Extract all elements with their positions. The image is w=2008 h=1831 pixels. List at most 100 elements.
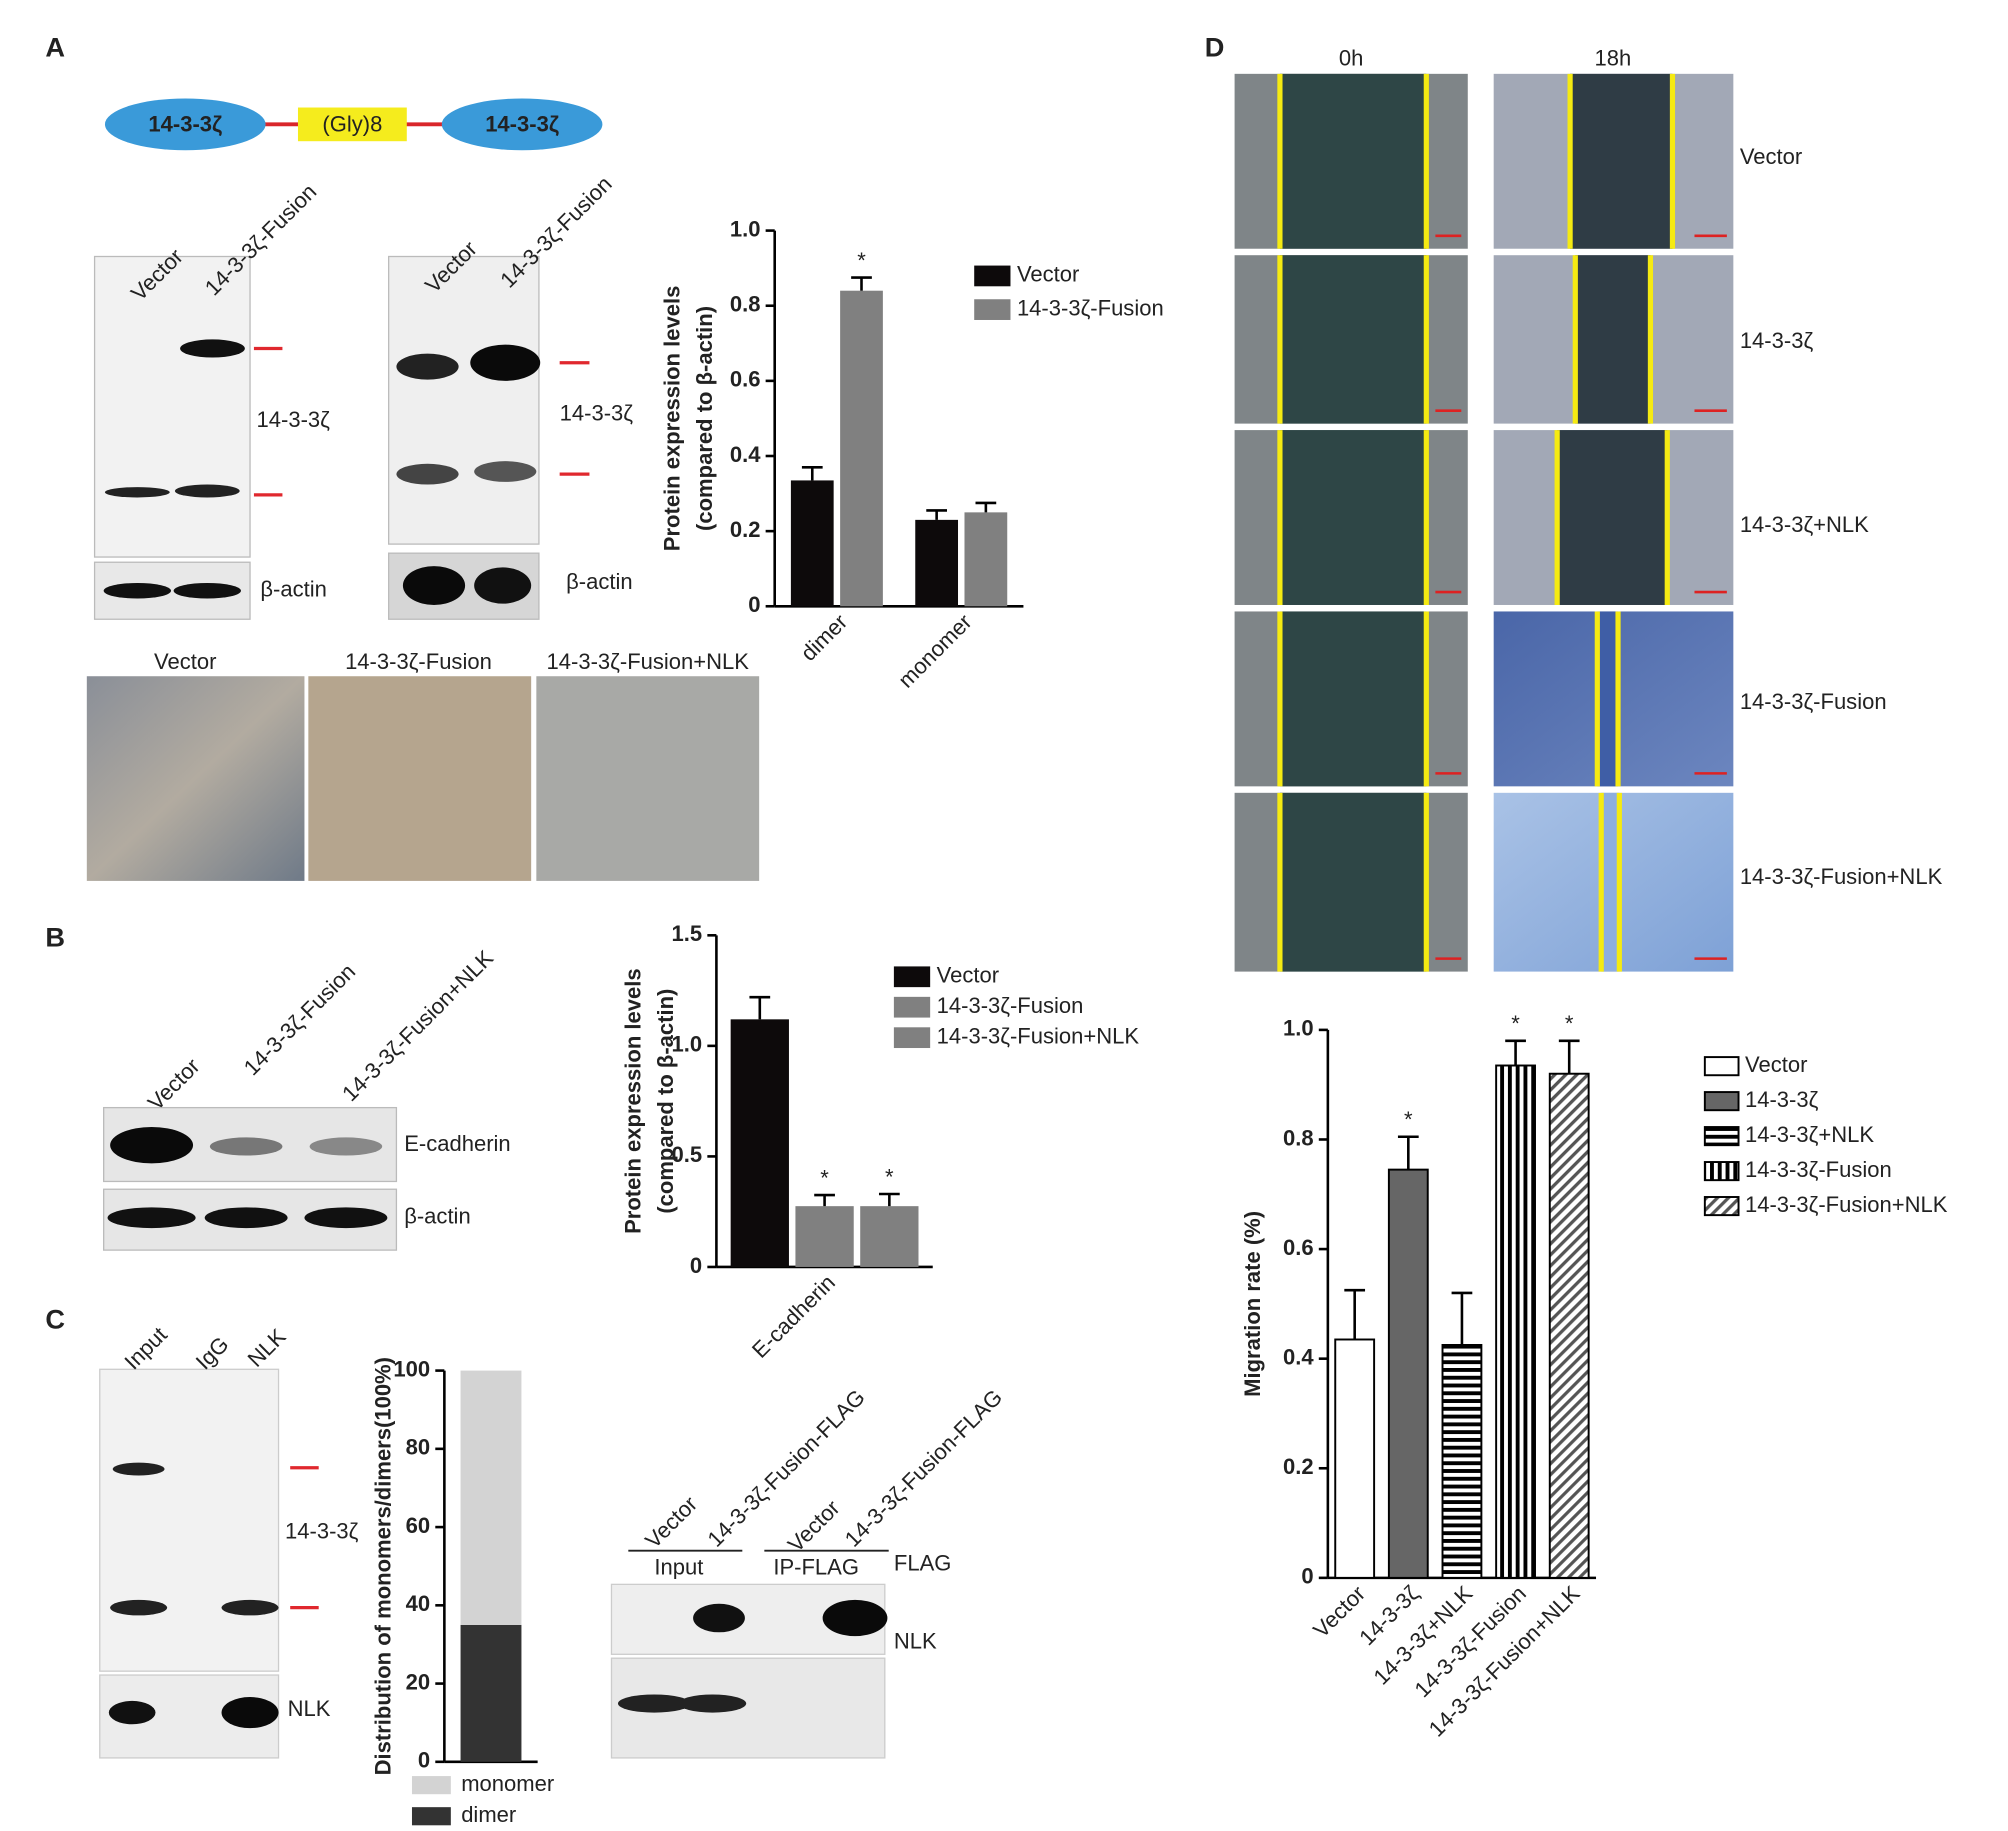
- y-tick-label: 0: [418, 1748, 430, 1773]
- row-label: Vector: [1740, 144, 1802, 169]
- group-label: IP-FLAG: [773, 1555, 859, 1580]
- panel-label: B: [45, 921, 65, 952]
- legend-swatch: [411, 1807, 451, 1826]
- y-tick-label: 0: [690, 1253, 702, 1278]
- bar: [840, 290, 883, 607]
- wound-gap: [1279, 255, 1427, 424]
- construct-label: (Gly)8: [322, 111, 382, 136]
- bar: [1548, 1072, 1590, 1579]
- legend-swatch: [1703, 1161, 1740, 1182]
- y-tick-label: 20: [406, 1669, 431, 1694]
- y-tick-label: 0.8: [1283, 1125, 1314, 1150]
- bar: [1495, 1064, 1536, 1579]
- row-label: 14-3-3ζ+NLK: [1740, 512, 1869, 537]
- panel-label: A: [45, 31, 65, 62]
- row-label: 14-3-3ζ-Fusion+NLK: [1740, 864, 1943, 889]
- x-tick-label: E-cadherin: [747, 1270, 840, 1363]
- y-tick-label: 0: [1301, 1564, 1313, 1589]
- significance-mark: *: [857, 248, 866, 273]
- bar: [1387, 1168, 1429, 1579]
- micrograph-label: Vector: [154, 649, 216, 674]
- row-label: 14-3-3ζ: [1740, 328, 1814, 353]
- construct-label: 14-3-3ζ: [148, 111, 222, 136]
- micrograph: [308, 676, 532, 881]
- wound-gap: [1597, 611, 1619, 787]
- y-tick-label: 1.0: [672, 1032, 703, 1057]
- legend-label: 14-3-3ζ-Fusion: [1745, 1157, 1892, 1182]
- blot-label: E-cadherin: [404, 1131, 510, 1156]
- lane-label: 14-3-3ζ-Fusion-FLAG: [840, 1385, 1007, 1552]
- western-blot: [93, 255, 283, 620]
- legend-swatch: [893, 1027, 931, 1049]
- panel-label: D: [1205, 31, 1225, 62]
- y-tick-label: 1.5: [672, 921, 703, 946]
- lane-label: 14-3-3ζ-Fusion: [495, 171, 616, 292]
- legend-swatch: [1703, 1091, 1740, 1112]
- legend-label: monomer: [461, 1771, 554, 1796]
- legend-swatch: [893, 996, 931, 1018]
- blot-label: NLK: [288, 1696, 331, 1721]
- y-axis-label: Distribution of monomers/dimers(100%): [371, 1357, 396, 1775]
- y-tick-label: 1.0: [1283, 1016, 1314, 1041]
- time-label: 0h: [1339, 45, 1364, 70]
- significance-mark: *: [1565, 1011, 1574, 1036]
- wound-images: [1234, 73, 1734, 972]
- row-label: 14-3-3ζ-Fusion: [1740, 689, 1887, 714]
- y-axis-label: (compared to β-actin): [653, 989, 678, 1214]
- y-axis-label: Migration rate (%): [1240, 1211, 1265, 1397]
- lane-label: Vector: [640, 1491, 702, 1553]
- y-tick-label: 0.5: [672, 1142, 703, 1167]
- bar: [795, 1206, 854, 1267]
- wound-gap: [1279, 611, 1427, 787]
- lane-label: Vector: [783, 1495, 845, 1557]
- bar: [790, 480, 834, 607]
- bar: [964, 512, 1008, 607]
- y-axis-label: Protein expression levels: [659, 286, 684, 552]
- bar: [1441, 1344, 1483, 1579]
- y-tick-label: 0.4: [730, 442, 761, 467]
- time-label: 18h: [1594, 45, 1631, 70]
- significance-mark: *: [820, 1165, 829, 1190]
- group-label: Input: [654, 1555, 703, 1580]
- x-tick-label: monomer: [893, 609, 976, 692]
- construct-diagram: 14-3-3ζ (Gly)8 14-3-3ζ: [104, 98, 603, 151]
- y-axis-label: (compared to β-actin): [692, 306, 717, 531]
- micrograph-label: 14-3-3ζ-Fusion+NLK: [547, 649, 750, 674]
- legend-swatch: [411, 1776, 451, 1795]
- legend-swatch: [1703, 1056, 1740, 1077]
- legend-label: 14-3-3ζ-Fusion: [937, 993, 1084, 1018]
- bar: [1334, 1338, 1376, 1579]
- y-axis-label: Protein expression levels: [621, 968, 646, 1234]
- blot-label: 14-3-3ζ: [257, 407, 331, 432]
- blot-label: β-actin: [404, 1204, 471, 1229]
- wound-gap: [1601, 792, 1620, 972]
- y-tick-label: 80: [406, 1435, 431, 1460]
- construct-label: 14-3-3ζ: [485, 111, 559, 136]
- lane-label: 14-3-3ζ-Fusion-FLAG: [702, 1385, 869, 1552]
- micrograph: [536, 676, 760, 881]
- blot-label: NLK: [894, 1628, 937, 1653]
- y-tick-label: 0.6: [1283, 1235, 1314, 1260]
- x-tick-label: dimer: [796, 609, 853, 666]
- lane-label: Input: [120, 1322, 172, 1374]
- legend-swatch: [1703, 1196, 1740, 1217]
- blot-label: 14-3-3ζ: [560, 400, 634, 425]
- legend-label: 14-3-3ζ+NLK: [1745, 1122, 1874, 1147]
- bar-segment: [460, 1370, 522, 1625]
- y-tick-label: 60: [406, 1513, 431, 1538]
- wound-gap: [1575, 255, 1651, 424]
- wound-gap: [1279, 73, 1427, 249]
- blot-label: β-actin: [566, 569, 633, 594]
- lane-label: 14-3-3ζ-Fusion: [239, 959, 360, 1080]
- y-tick-label: 0.4: [1283, 1344, 1314, 1369]
- lane-label: 14-3-3ζ-Fusion+NLK: [337, 945, 498, 1106]
- lane-label: NLK: [243, 1324, 291, 1372]
- legend-swatch: [974, 299, 1011, 320]
- legend-label: 14-3-3ζ: [1745, 1087, 1819, 1112]
- legend-label: Vector: [1745, 1052, 1807, 1077]
- y-tick-label: 0: [748, 592, 760, 617]
- bar: [730, 1019, 789, 1267]
- y-tick-label: 0.6: [730, 367, 761, 392]
- y-tick-label: 1.0: [730, 216, 761, 241]
